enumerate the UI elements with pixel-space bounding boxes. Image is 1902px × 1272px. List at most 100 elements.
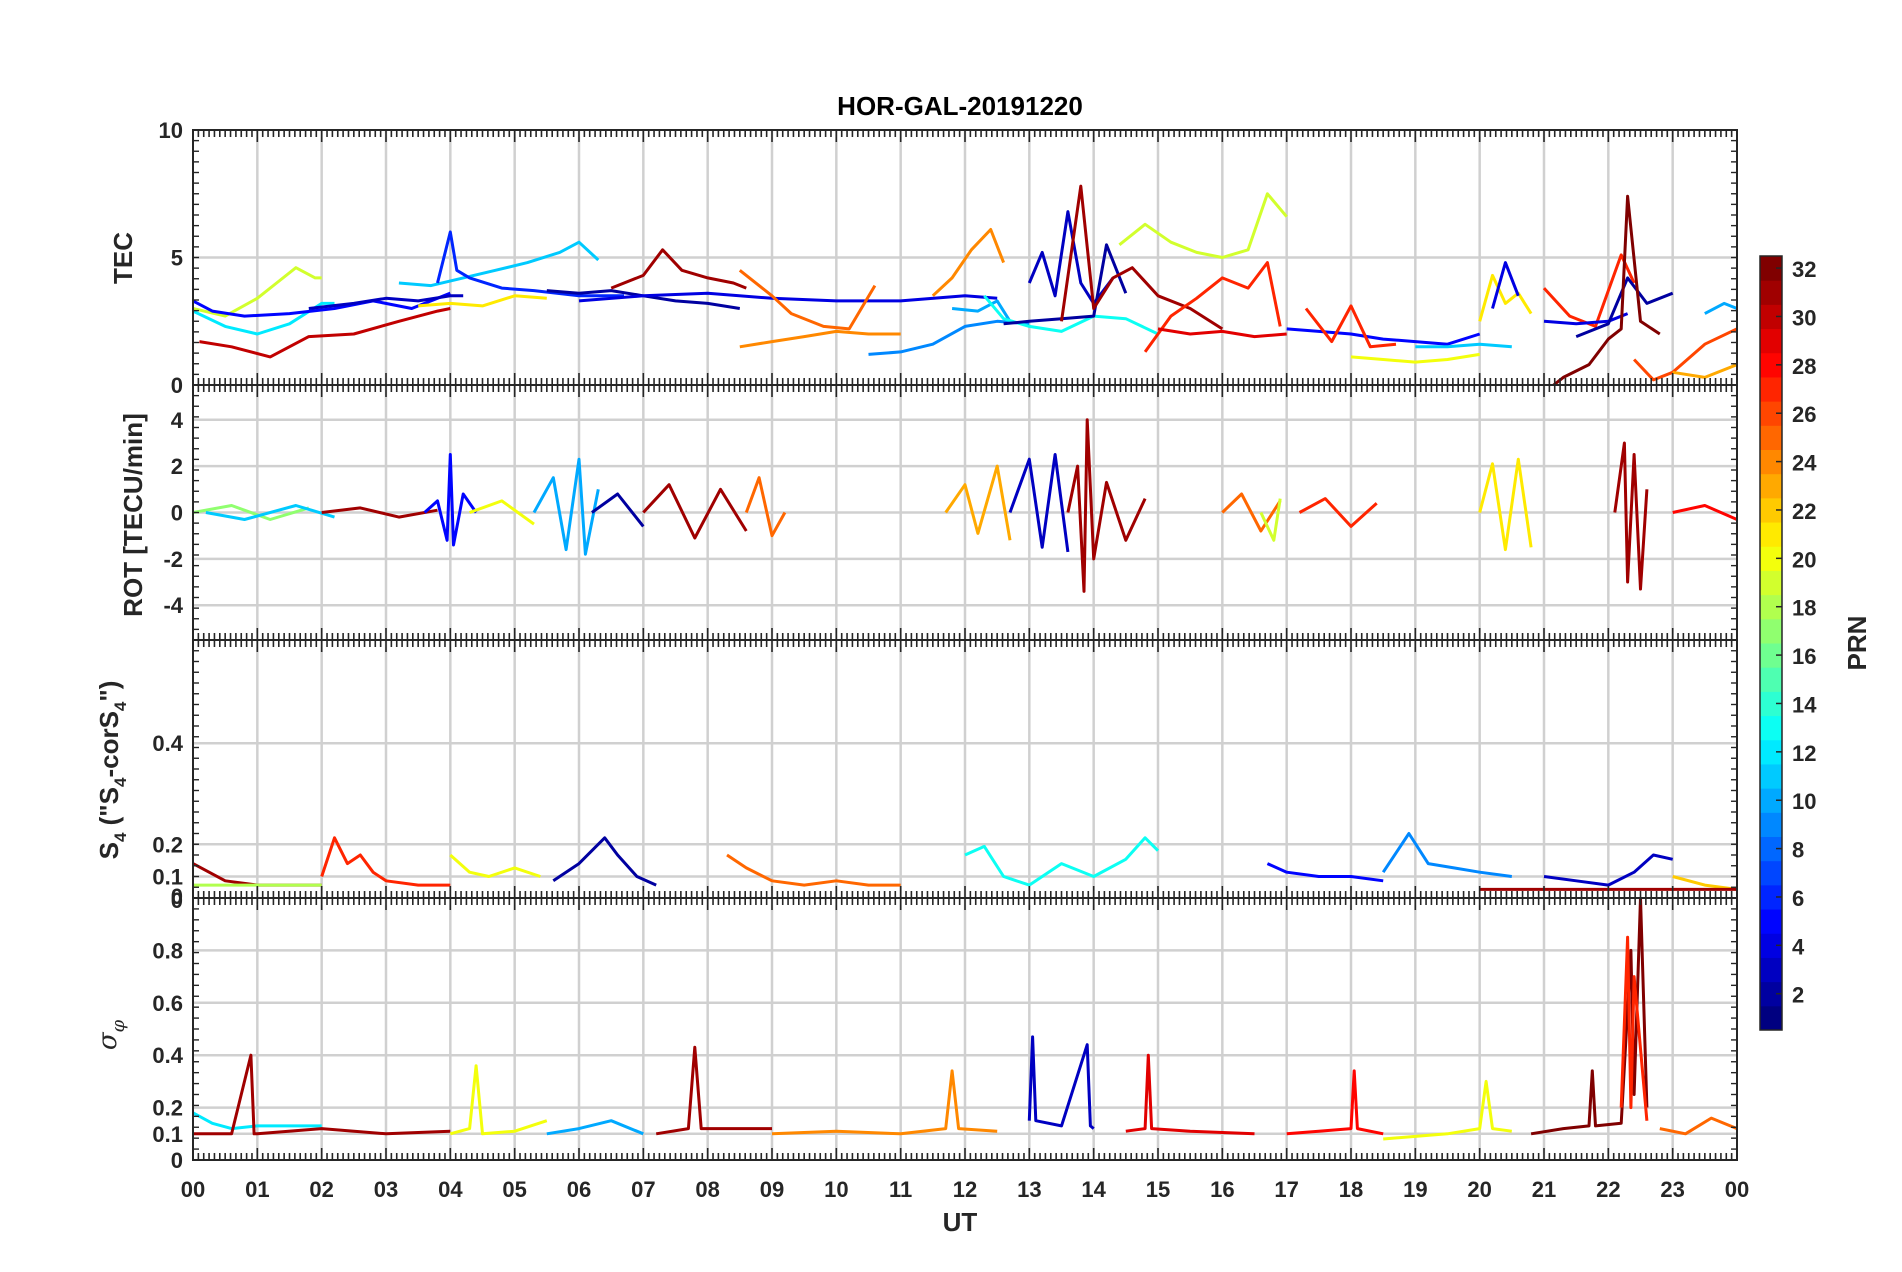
colorbar-segment bbox=[1760, 739, 1782, 765]
series-line-prn-3 bbox=[1027, 1035, 1095, 1130]
series-line-prn-10 bbox=[1704, 301, 1737, 315]
colorbar-tick-label: 6 bbox=[1792, 886, 1804, 911]
series-line-prn-2 bbox=[552, 836, 657, 887]
y-tick-label: 0.2 bbox=[152, 832, 183, 857]
colorbar-segment bbox=[1760, 425, 1782, 450]
colorbar-segment bbox=[1760, 328, 1782, 354]
x-tick-label: 13 bbox=[1017, 1177, 1041, 1202]
series-line-prn-27 bbox=[320, 836, 451, 887]
y-tick-label: 4 bbox=[171, 408, 184, 433]
colorbar-tick-label: 16 bbox=[1792, 644, 1816, 669]
series-line-prn-23 bbox=[1672, 363, 1737, 379]
series-line-prn-31 bbox=[655, 1045, 772, 1136]
series-line-prn-11 bbox=[398, 240, 600, 288]
series-line-prn-6 bbox=[436, 230, 624, 298]
x-tick-label: 07 bbox=[631, 1177, 655, 1202]
series-line-prn-5 bbox=[1266, 862, 1384, 883]
y-tick-label: 0 bbox=[171, 888, 183, 913]
colorbar-segment bbox=[1760, 497, 1782, 523]
tec-ylabel: TEC bbox=[108, 232, 138, 284]
series-group bbox=[193, 418, 1737, 593]
series-line-prn-25 bbox=[744, 476, 787, 538]
series-line-prn-20 bbox=[449, 853, 541, 878]
x-axis-label: UT bbox=[943, 1207, 978, 1237]
colorbar-tick-label: 20 bbox=[1792, 547, 1816, 572]
x-tick-label: 22 bbox=[1596, 1177, 1620, 1202]
series-line-prn-29 bbox=[1125, 1053, 1255, 1136]
series-line-prn-19 bbox=[1118, 192, 1288, 259]
series-line-prn-4 bbox=[1491, 261, 1520, 309]
series-line-prn-13 bbox=[964, 836, 1160, 887]
colorbar-segment bbox=[1760, 812, 1782, 837]
colorbar-tick-label: 32 bbox=[1792, 257, 1816, 282]
series-line-prn-17 bbox=[193, 504, 310, 521]
series-line-prn-21 bbox=[418, 294, 547, 308]
colorbar-tick-label: 18 bbox=[1792, 596, 1816, 621]
series-line-prn-20 bbox=[1350, 352, 1480, 364]
y-tick-label: 0 bbox=[171, 1148, 183, 1173]
series-line-prn-13 bbox=[983, 294, 1159, 336]
colorbar-segment bbox=[1760, 860, 1782, 886]
colorbar-tick-label: 30 bbox=[1792, 305, 1816, 330]
series-line-prn-12 bbox=[193, 1111, 322, 1131]
series-line-prn-5 bbox=[423, 453, 478, 547]
chart-title: HOR-GAL-20191220 bbox=[837, 91, 1083, 121]
sigma-phi-ylabel: σφ bbox=[93, 1019, 129, 1050]
series-line-prn-12 bbox=[193, 301, 335, 336]
colorbar-segment bbox=[1760, 691, 1782, 717]
x-tick-label: 00 bbox=[181, 1177, 205, 1202]
y-tick-label: 0 bbox=[171, 501, 183, 526]
colorbar-segment bbox=[1760, 933, 1782, 958]
x-tick-label: 15 bbox=[1146, 1177, 1170, 1202]
colorbar-segment bbox=[1760, 256, 1782, 281]
colorbar-frame bbox=[1759, 255, 1783, 1031]
series-line-prn-2 bbox=[1575, 276, 1674, 338]
x-tick-label: 09 bbox=[760, 1177, 784, 1202]
rot-panel: -4 -2 0 2 4 bbox=[163, 384, 1738, 641]
series-line-prn-31 bbox=[1066, 418, 1147, 593]
colorbar-segment bbox=[1760, 1005, 1782, 1031]
series-line-prn-9 bbox=[1381, 832, 1512, 878]
series-line-prn-19 bbox=[193, 266, 322, 318]
colorbar-segment bbox=[1760, 788, 1782, 813]
colorbar-tick-label: 2 bbox=[1792, 983, 1804, 1008]
series-line-prn-31 bbox=[642, 483, 748, 540]
y-tick-label: 0.2 bbox=[152, 1096, 183, 1121]
y-tick-label: 0.1 bbox=[152, 865, 183, 890]
colorbar-tick-label: 24 bbox=[1792, 451, 1817, 476]
series-line-prn-27 bbox=[1619, 935, 1649, 1121]
y-tick-label: 0.4 bbox=[152, 731, 183, 756]
series-line-prn-30 bbox=[199, 307, 451, 359]
series-line-prn-10 bbox=[532, 457, 600, 556]
colorbar-segment bbox=[1760, 304, 1782, 330]
rot-ylabel: ROT [TECU/min] bbox=[118, 413, 148, 617]
series-line-prn-23 bbox=[944, 464, 1012, 541]
series-line-prn-5 bbox=[1286, 327, 1481, 346]
colorbar-segment bbox=[1760, 570, 1782, 596]
series-line-prn-4 bbox=[578, 291, 998, 303]
colorbar-tick-label: 28 bbox=[1792, 354, 1816, 379]
tec-panel: 0 5 10 bbox=[159, 118, 1738, 398]
x-tick-label: 00 bbox=[1725, 1177, 1749, 1202]
series-line-prn-3 bbox=[1008, 453, 1070, 553]
colorbar-tick-label: 4 bbox=[1792, 934, 1805, 959]
y-tick-label: 0.6 bbox=[152, 991, 183, 1016]
y-tick-label: 0.8 bbox=[152, 938, 183, 963]
colorbar-tick-label: 14 bbox=[1792, 692, 1817, 717]
x-tick-label: 20 bbox=[1467, 1177, 1491, 1202]
colorbar-tick-label: 26 bbox=[1792, 402, 1816, 427]
colorbar-segment bbox=[1760, 957, 1782, 983]
series-line-prn-28 bbox=[1672, 504, 1737, 521]
series-line-prn-27 bbox=[1298, 497, 1378, 528]
colorbar-segment bbox=[1760, 643, 1782, 668]
colorbar-segment bbox=[1760, 763, 1782, 789]
x-tick-label: 17 bbox=[1274, 1177, 1298, 1202]
x-tick-labels: 00 01 02 03 04 05 06 07 08 09 10 11 12 13 14 15 16 17 18 19… bbox=[181, 1177, 1749, 1202]
series-line-prn-2 bbox=[591, 492, 645, 528]
colorbar-segment bbox=[1760, 715, 1782, 741]
series-line-prn-21 bbox=[1478, 273, 1533, 322]
s4-ylabel: S4 ("S4-corS4") bbox=[94, 681, 130, 860]
colorbar-segment bbox=[1760, 401, 1782, 426]
x-tick-label: 04 bbox=[438, 1177, 463, 1202]
